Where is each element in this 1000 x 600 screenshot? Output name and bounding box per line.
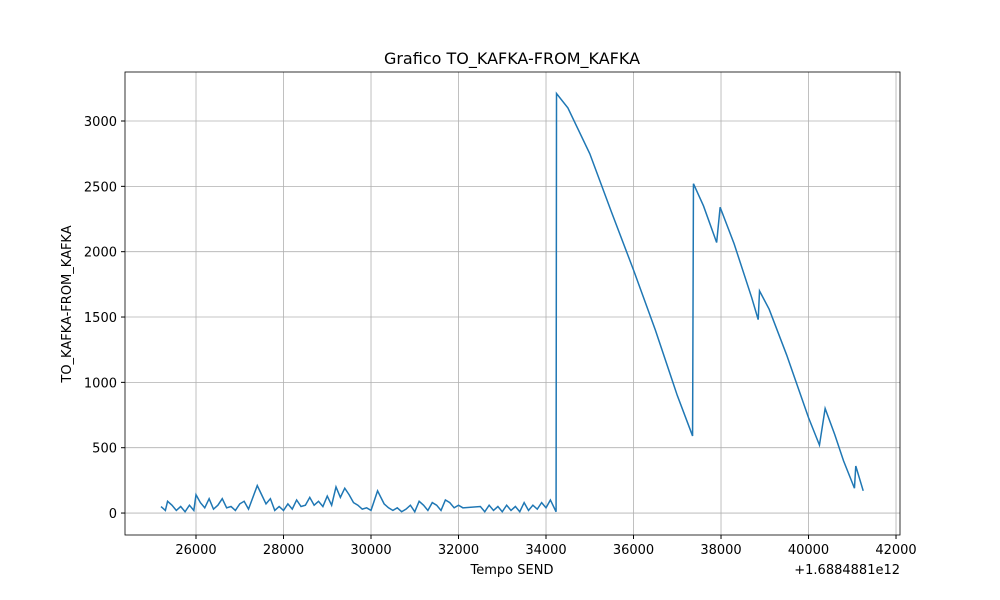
- chart-title: Grafico TO_KAFKA-FROM_KAFKA: [384, 49, 640, 69]
- y-tick-label: 1500: [84, 311, 117, 326]
- x-tick-label: 32000: [438, 543, 479, 558]
- y-tick-label: 2500: [84, 180, 117, 195]
- y-tick-label: 1000: [84, 376, 117, 391]
- plot-frame: [124, 71, 901, 536]
- y-tick-label: 3000: [84, 115, 117, 130]
- x-tick-label: 28000: [263, 543, 304, 558]
- x-tick-label: 36000: [613, 543, 654, 558]
- x-tick-label: 40000: [788, 543, 829, 558]
- data-line: [160, 91, 864, 514]
- y-tick-label: 0: [109, 507, 117, 522]
- x-tick-label: 34000: [525, 543, 566, 558]
- y-tick-label: 500: [92, 442, 117, 457]
- x-tick-label: 42000: [875, 543, 916, 558]
- y-axis-label: TO_KAFKA-FROM_KAFKA: [60, 225, 75, 383]
- x-offset-label: +1.6884881e12: [794, 563, 900, 578]
- x-tick-label: 30000: [350, 543, 391, 558]
- y-tick-label: 2000: [84, 246, 117, 261]
- x-tick-label: 26000: [175, 543, 216, 558]
- x-tick-label: 38000: [700, 543, 741, 558]
- x-axis-label: Tempo SEND: [470, 563, 554, 578]
